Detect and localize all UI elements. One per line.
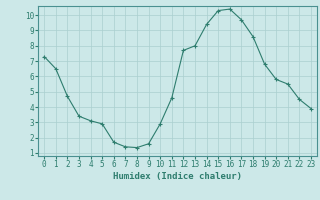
X-axis label: Humidex (Indice chaleur): Humidex (Indice chaleur) [113, 172, 242, 181]
